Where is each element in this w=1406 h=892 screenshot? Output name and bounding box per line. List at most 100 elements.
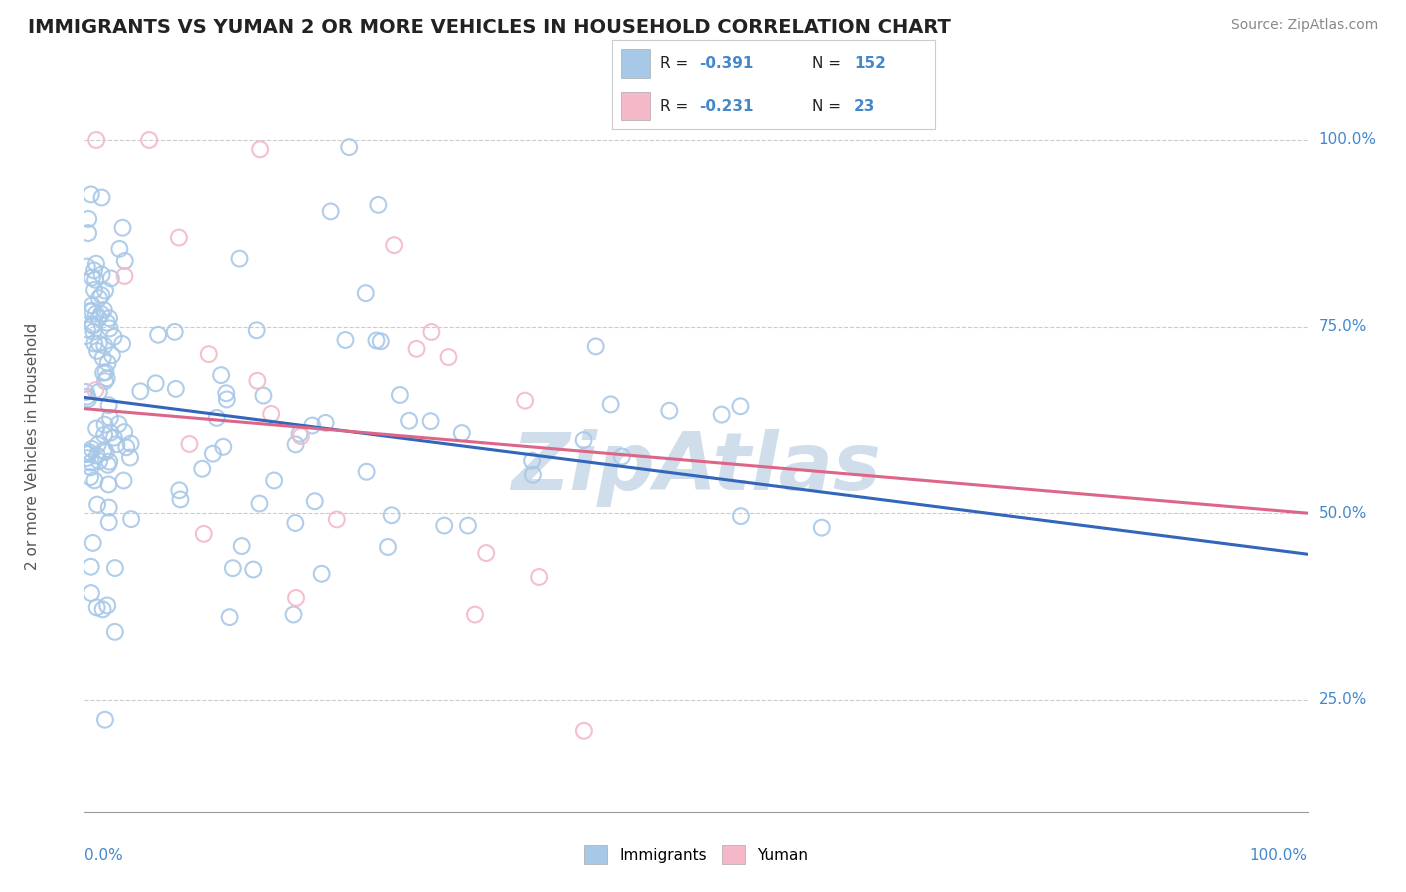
Point: [86, 343, 108, 358]
Point: [145, 376, 167, 391]
Point: [94, 284, 117, 298]
Point: [82, 325, 104, 339]
Text: N =: N =: [813, 56, 846, 70]
Point: [97, 516, 120, 530]
Point: [252, 389, 274, 403]
Point: [86, 437, 108, 451]
Point: [114, 268, 136, 283]
Point: [215, 386, 238, 401]
Text: 50.0%: 50.0%: [1319, 506, 1367, 521]
Point: [377, 540, 399, 554]
Point: [93, 338, 115, 352]
Point: [381, 508, 404, 523]
Point: [84, 133, 107, 147]
Point: [520, 454, 543, 468]
Point: [114, 253, 136, 268]
Point: [658, 403, 681, 417]
Point: [433, 518, 456, 533]
Point: [76, 322, 98, 336]
Point: [104, 624, 127, 639]
Point: [198, 347, 221, 361]
Point: [96, 371, 118, 385]
Point: [76, 390, 98, 404]
Point: [112, 425, 135, 439]
Point: [80, 442, 103, 456]
Point: [118, 450, 141, 465]
Point: [82, 304, 104, 318]
Point: [242, 563, 264, 577]
Point: [83, 283, 105, 297]
Point: [218, 610, 240, 624]
Point: [76, 450, 98, 465]
Point: [77, 392, 100, 406]
Point: [231, 539, 253, 553]
Text: -0.231: -0.231: [699, 99, 754, 113]
Point: [75, 384, 97, 399]
Point: [84, 421, 107, 435]
Point: [205, 410, 228, 425]
Point: [599, 397, 621, 411]
Point: [89, 454, 111, 468]
Point: [163, 325, 186, 339]
Point: [263, 474, 285, 488]
Point: [80, 298, 103, 312]
Point: [96, 599, 118, 613]
Point: [388, 388, 411, 402]
Point: [96, 316, 118, 330]
Point: [301, 418, 323, 433]
Point: [215, 392, 238, 407]
Point: [249, 497, 271, 511]
Point: [193, 526, 215, 541]
Point: [83, 473, 105, 487]
Point: [249, 142, 271, 156]
Point: [94, 445, 117, 459]
Point: [83, 336, 105, 351]
Point: [367, 198, 389, 212]
Point: [115, 440, 138, 454]
Text: N =: N =: [813, 99, 846, 113]
Point: [326, 512, 349, 526]
Point: [730, 509, 752, 524]
Text: 2 or more Vehicles in Household: 2 or more Vehicles in Household: [25, 322, 41, 570]
Text: 100.0%: 100.0%: [1250, 848, 1308, 863]
Point: [91, 366, 114, 380]
Text: 23: 23: [855, 99, 876, 113]
Point: [167, 230, 190, 244]
Point: [212, 440, 235, 454]
Text: R =: R =: [661, 56, 693, 70]
Point: [84, 257, 107, 271]
Text: R =: R =: [661, 99, 693, 113]
Point: [90, 288, 112, 302]
Text: Source: ZipAtlas.com: Source: ZipAtlas.com: [1230, 18, 1378, 32]
Bar: [621, 92, 651, 120]
Point: [572, 723, 595, 738]
Point: [146, 327, 169, 342]
Point: [354, 286, 377, 301]
Point: [103, 330, 125, 344]
Point: [191, 462, 214, 476]
Point: [98, 311, 121, 326]
Point: [79, 304, 101, 318]
Point: [80, 455, 103, 469]
Point: [93, 417, 115, 432]
Point: [77, 211, 100, 226]
Point: [138, 133, 160, 147]
Point: [93, 302, 115, 317]
Legend: Immigrants, Yuman: Immigrants, Yuman: [578, 839, 814, 870]
Point: [97, 477, 120, 491]
Text: 0.0%: 0.0%: [84, 848, 124, 863]
Point: [82, 318, 104, 333]
Point: [315, 416, 337, 430]
Point: [366, 334, 388, 348]
Point: [222, 561, 245, 575]
Point: [91, 351, 114, 365]
Text: 75.0%: 75.0%: [1319, 319, 1367, 334]
Point: [437, 350, 460, 364]
Point: [82, 318, 104, 332]
Point: [111, 336, 134, 351]
Point: [284, 437, 307, 451]
Point: [288, 426, 311, 441]
Point: [169, 492, 191, 507]
Text: ZipAtlas: ZipAtlas: [510, 429, 882, 507]
Point: [101, 348, 124, 362]
